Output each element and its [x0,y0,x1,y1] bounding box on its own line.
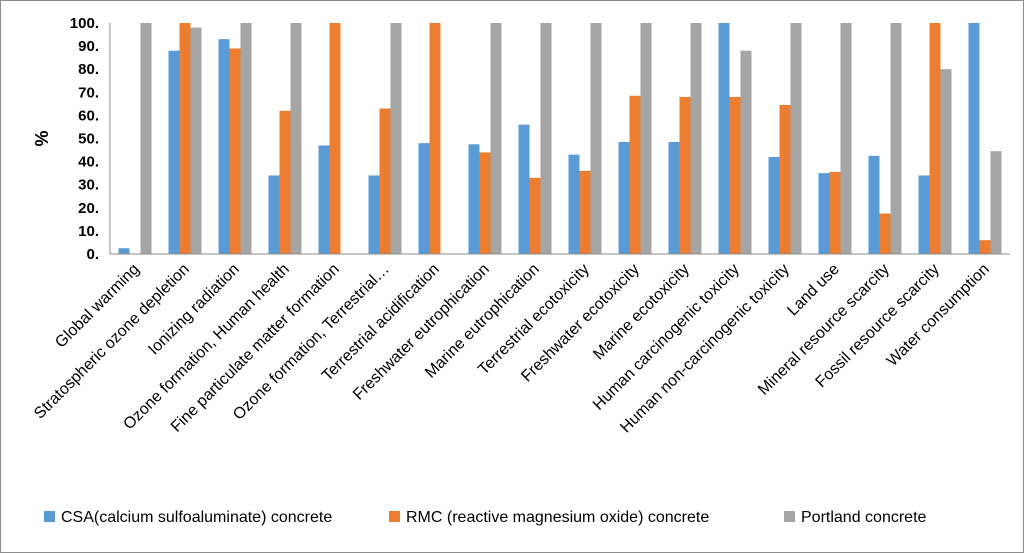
bar [840,23,852,254]
bar [779,105,791,254]
y-tick-label: 60. [78,107,99,124]
bars [118,23,1002,255]
bar [918,175,930,254]
bar [490,23,502,254]
bar [429,23,441,254]
bar [179,23,191,254]
bar [979,240,991,254]
bar [229,48,241,254]
bar [890,23,902,254]
bar [929,23,941,254]
legend-label: RMC (reactive magnesium oxide) concrete [406,509,709,526]
bar [318,145,330,254]
bar [529,177,541,254]
legend-label: CSA(calcium sulfoaluminate) concrete [61,509,332,526]
y-tick-label: 40. [78,154,99,171]
bar [968,23,980,254]
bar [690,23,702,254]
bar [868,155,880,254]
y-tick-label: 100. [70,15,99,32]
legend-swatch [44,511,55,522]
legend-swatch [389,511,400,522]
bar [729,96,741,254]
bar [218,39,230,254]
bar [718,23,730,254]
bar [679,96,691,254]
bar [790,23,802,254]
bar [418,143,430,254]
bar [618,141,630,254]
bar [740,50,752,254]
bar [290,23,302,254]
y-axis-ticks: 0. 10. 20. 30. 40. 50. 60. 70. 80. 90. 100. [70,15,99,263]
bar [518,124,530,254]
y-tick-label: 20. [78,200,99,217]
bar [168,50,180,254]
y-tick-label: 80. [78,61,99,78]
bar [268,175,280,254]
bar [818,173,830,254]
bar [590,23,602,254]
y-tick-label: 50. [78,131,99,148]
y-axis-title: % [32,130,52,146]
bar [568,154,580,254]
x-category-label: Ionizing radiation [145,261,243,359]
y-tick-label: 90. [78,38,99,55]
bar [279,110,291,254]
bar [329,23,341,254]
bar [368,175,380,254]
bar [379,108,391,254]
y-tick-label: 10. [78,223,99,240]
bar [640,23,652,254]
bar [140,23,152,254]
bar [879,213,891,254]
bar [768,156,780,254]
x-category-label: Global warming [52,261,143,352]
y-tick-label: 70. [78,84,99,101]
y-tick-label: 30. [78,177,99,194]
bar [479,152,491,254]
bar [190,27,202,255]
legend-swatch [784,511,795,522]
bar [940,69,952,254]
bar [540,23,552,254]
bar [829,172,841,254]
bar [240,23,252,254]
bar [629,95,641,254]
bar [579,170,591,254]
bar [390,23,402,254]
legend-label: Portland concrete [801,509,927,526]
x-category-label: Marine ecotoxicity [590,261,693,364]
bar [118,248,130,254]
bar [668,141,680,254]
bar [990,151,1002,254]
bar [468,144,480,254]
y-tick-label: 0. [86,246,99,263]
legend: CSA(calcium sulfoaluminate) concrete RMC … [44,509,927,526]
